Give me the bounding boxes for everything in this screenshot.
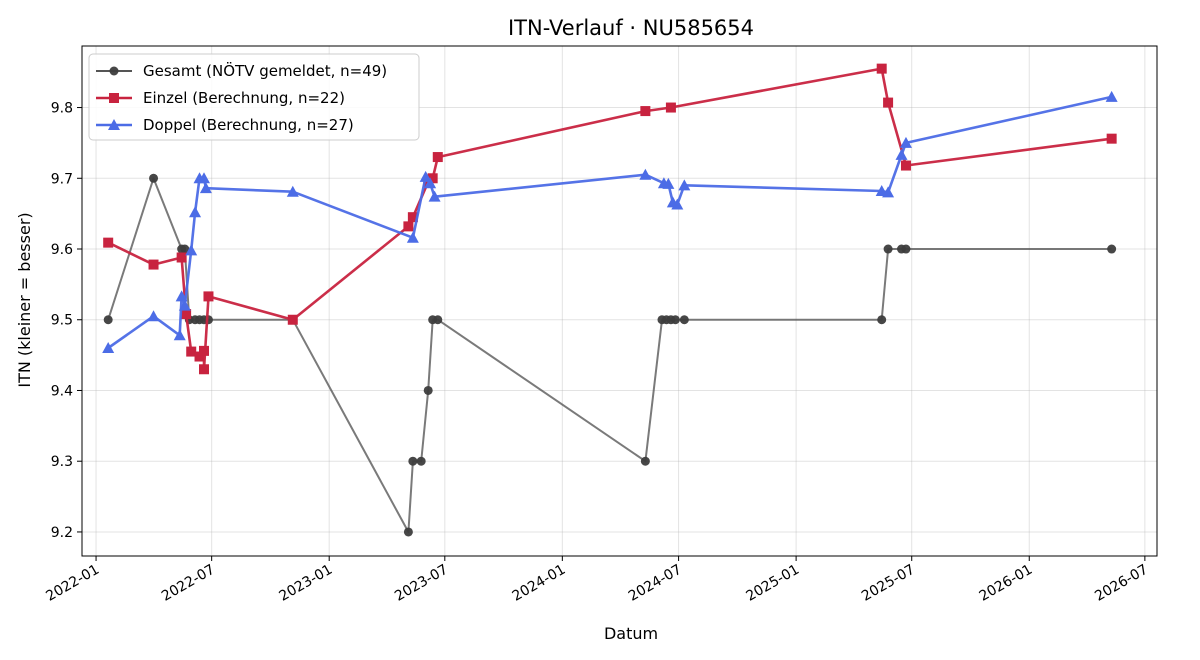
data-point (286, 185, 299, 197)
data-point (1105, 90, 1118, 102)
plot-frame (81, 45, 1158, 557)
data-point (671, 198, 684, 210)
legend-label: Gesamt (NÖTV gemeldet, n=49) (143, 61, 387, 80)
y-axis-label: ITN (kleiner = besser) (15, 212, 34, 387)
data-point (173, 329, 186, 341)
data-point (406, 231, 419, 243)
data-point (189, 206, 202, 218)
data-point (882, 186, 895, 198)
legend: Gesamt (NÖTV gemeldet, n=49) Einzel (Bere… (88, 53, 420, 141)
series-layer (102, 63, 1118, 537)
data-point (640, 456, 650, 466)
y-tick-label: 9.8 (51, 101, 73, 117)
data-point (427, 173, 438, 184)
data-point (197, 172, 210, 184)
data-point (670, 315, 680, 325)
data-point (678, 179, 691, 191)
data-point (403, 221, 414, 232)
data-point (419, 170, 432, 182)
data-point (639, 168, 652, 180)
y-tick-label: 9.2 (51, 525, 73, 541)
data-point (148, 259, 159, 270)
data-point (1107, 244, 1117, 254)
data-point (665, 102, 676, 113)
data-point (679, 315, 689, 325)
legend-label: Einzel (Berechnung, n=22) (143, 89, 345, 107)
chart-title: ITN-Verlauf · NU585654 (508, 16, 754, 40)
data-point (1106, 133, 1117, 144)
data-point (877, 315, 887, 325)
data-point (428, 190, 441, 202)
data-point (640, 106, 651, 117)
data-point (147, 310, 160, 322)
y-tick-label: 9.4 (51, 383, 73, 399)
data-point (198, 345, 209, 356)
data-point (662, 177, 675, 189)
data-point (403, 527, 413, 537)
data-point (901, 244, 911, 254)
data-point (407, 212, 418, 223)
data-point (408, 456, 418, 466)
data-point (883, 97, 894, 108)
data-point (423, 385, 433, 395)
x-axis-label: Datum (604, 624, 658, 643)
legend-box (88, 53, 420, 141)
data-point (199, 182, 212, 194)
data-point (181, 309, 192, 320)
data-point (895, 148, 908, 160)
data-point (186, 346, 197, 357)
data-point (424, 177, 437, 189)
data-point (176, 252, 187, 263)
data-point (175, 290, 188, 302)
series-1 (103, 173, 1117, 537)
legend-marker (109, 93, 119, 103)
data-point (178, 299, 191, 311)
data-point (194, 351, 205, 362)
data-point (180, 244, 190, 254)
data-point (149, 173, 159, 183)
data-point (416, 456, 426, 466)
data-point (876, 63, 887, 74)
y-tick-label: 9.6 (51, 242, 73, 258)
data-point (432, 152, 443, 163)
y-tick-label: 9.7 (51, 171, 73, 187)
legend-marker (108, 119, 120, 130)
legend-marker (109, 66, 119, 76)
data-point (883, 244, 893, 254)
data-point (198, 364, 209, 375)
data-point (287, 314, 298, 325)
data-point (900, 160, 911, 171)
y-tick-label: 9.3 (51, 454, 73, 470)
data-point (103, 237, 114, 248)
series-3 (102, 90, 1118, 354)
data-point (103, 315, 113, 325)
data-point (433, 315, 443, 325)
data-point (203, 291, 214, 302)
data-point (185, 244, 198, 256)
y-tick-label: 9.5 (51, 313, 73, 329)
legend-label: Doppel (Berechnung, n=27) (143, 116, 354, 134)
data-point (102, 342, 115, 354)
data-point (899, 136, 912, 148)
